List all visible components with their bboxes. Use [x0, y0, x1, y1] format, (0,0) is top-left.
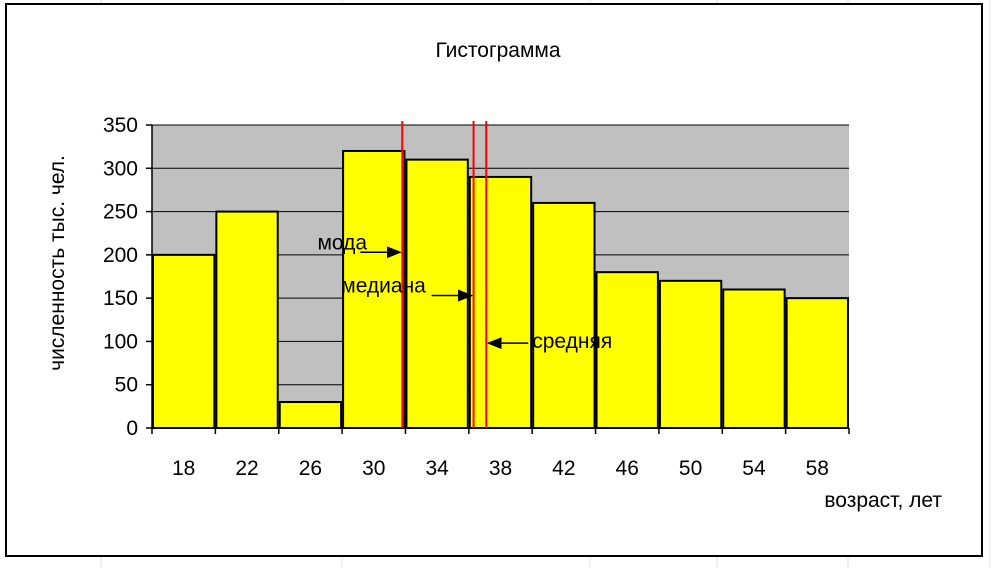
x-tick-label: 58 [806, 457, 829, 480]
x-tick-label: 50 [679, 457, 702, 480]
x-tick-label: 34 [425, 457, 449, 480]
x-axis-ticks: 18 22 26 30 34 38 42 46 50 54 58 [151, 428, 850, 480]
bar-18 [152, 253, 216, 429]
y-tick-label: 300 [103, 157, 138, 180]
x-tick-label: 54 [742, 457, 766, 480]
bar-58 [785, 297, 849, 429]
y-tick-label: 200 [103, 244, 138, 267]
x-tick-label: 18 [172, 457, 195, 480]
chart-area[interactable]: Гистограмма мода медиана средняя 0 50 100 150… [5, 3, 983, 557]
y-tick-label: 0 [126, 417, 138, 440]
y-axis-ticks: 0 50 100 150 200 250 300 350 [103, 114, 152, 440]
x-tick-label: 38 [489, 457, 512, 480]
y-axis-label: численность тыс. чел. [46, 155, 69, 371]
y-tick-label: 150 [103, 287, 138, 310]
bar-42 [532, 201, 596, 429]
statistic-lines [401, 121, 488, 428]
x-tick-label: 42 [552, 457, 575, 480]
chart-title: Гистограмма [435, 39, 560, 62]
bar-26 [278, 401, 343, 429]
bar-54 [722, 288, 786, 429]
y-tick-label: 350 [103, 114, 138, 137]
annotations: мода медиана средняя [317, 231, 612, 353]
bar-22 [215, 210, 279, 429]
x-axis-label: возраст, лет [824, 489, 942, 512]
x-tick-label: 22 [235, 457, 258, 480]
histogram-chart: Гистограмма мода медиана средняя 0 50 100 150… [46, 39, 942, 512]
annotation-label: средняя [532, 330, 612, 353]
x-tick-label: 30 [362, 457, 385, 480]
bar-30 [342, 149, 406, 429]
bar-38 [468, 175, 533, 429]
annotation-label: медиана [341, 275, 426, 298]
x-tick-label: 26 [299, 457, 322, 480]
y-tick-label: 50 [115, 374, 138, 397]
bar-46 [595, 271, 659, 429]
y-tick-label: 100 [103, 330, 138, 353]
bar-50 [658, 279, 723, 430]
x-tick-label: 46 [616, 457, 639, 480]
annotation-label: мода [317, 231, 367, 254]
y-tick-label: 250 [103, 201, 138, 224]
